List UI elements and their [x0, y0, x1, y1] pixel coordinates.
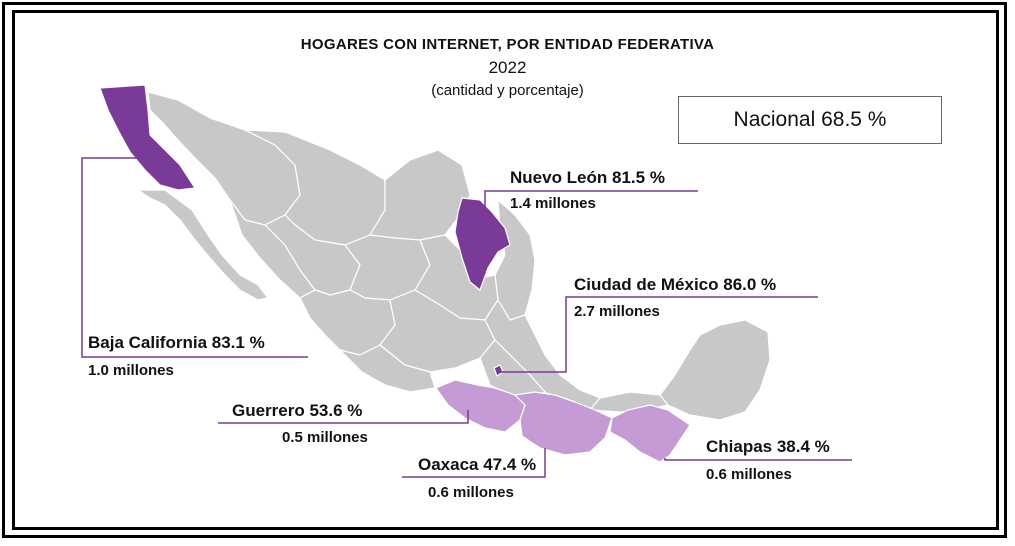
leader-oaxaca: [402, 448, 546, 478]
label-cdmx: Ciudad de México 86.0 %: [574, 275, 777, 294]
leader-chiapas: [664, 458, 852, 461]
households-baja-california: 1.0 millones: [88, 362, 174, 379]
households-oaxaca: 0.6 millones: [428, 484, 514, 501]
outer-frame: [2, 2, 1007, 538]
label-nuevo-leon: Nuevo León 81.5 %: [510, 168, 665, 187]
households-guerrero: 0.5 millones: [282, 429, 368, 446]
map-title: HOGARES CON INTERNET, POR ENTIDAD FEDERA…: [300, 36, 715, 53]
state-nuevo-leon: [454, 197, 511, 291]
national-value: Nacional 68.5 %: [733, 108, 887, 131]
state-michoacan: [339, 344, 436, 393]
map-subtitle: (cantidad y porcentaje): [431, 82, 584, 99]
inner-frame: [12, 10, 999, 530]
national-box: Nacional 68.5 %: [678, 96, 942, 144]
state-coahuila: [369, 149, 471, 241]
state-oaxaca: [514, 391, 613, 456]
leader-baja-california: [81, 157, 308, 358]
label-baja-california: Baja California 83.1 %: [88, 333, 265, 352]
label-chiapas: Chiapas 38.4 %: [706, 437, 830, 456]
state-baja-california-sur: [137, 189, 269, 301]
leader-cdmx: [497, 296, 818, 373]
households-nuevo-leon: 1.4 millones: [510, 195, 596, 212]
label-guerrero: Guerrero 53.6 %: [232, 401, 363, 420]
households-chiapas: 0.6 millones: [706, 466, 792, 483]
state-chiapas: [609, 404, 691, 463]
households-cdmx: 2.7 millones: [574, 303, 660, 320]
map-year: 2022: [488, 58, 527, 77]
label-oaxaca: Oaxaca 47.4 %: [418, 455, 537, 474]
state-baja-california: [99, 84, 196, 191]
leader-guerrero: [218, 410, 469, 424]
state-tamaulipas: [494, 199, 536, 321]
state-yucatan-peninsula: [659, 319, 771, 421]
leader-nuevo-leon: [484, 190, 698, 230]
